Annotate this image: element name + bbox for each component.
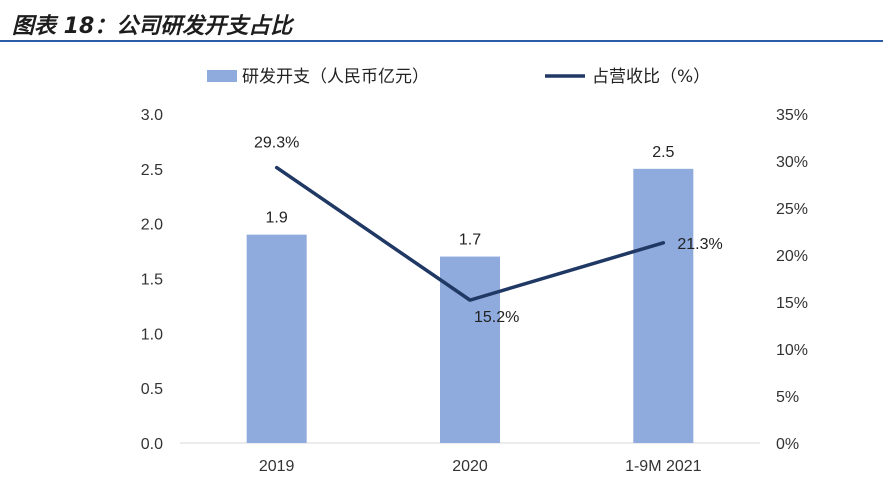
legend: 研发开支（人民币亿元） 占营收比（%）	[207, 67, 710, 87]
x-tick-label: 2019	[259, 458, 295, 475]
y-left-tick-label: 1.5	[141, 272, 163, 289]
y-right-tick-label: 10%	[776, 342, 808, 359]
bar-value-label: 2.5	[652, 144, 674, 161]
y-left-tick-label: 2.0	[141, 217, 163, 234]
bar-series	[246, 168, 694, 444]
chart-title: 图表 18：公司研发开支占比	[12, 14, 293, 39]
legend-swatch-bar	[207, 70, 237, 82]
y-right-tick-label: 25%	[776, 201, 808, 218]
line-path	[274, 165, 666, 302]
bar	[246, 234, 307, 443]
y-left-tick-label: 0.5	[141, 381, 163, 398]
bar-value-label: 1.7	[459, 232, 481, 249]
data-labels: 1.9 1.7 2.5 29.3% 15.2% 21.3%	[254, 135, 723, 327]
y-left-tick-label: 2.5	[141, 162, 163, 179]
y-right-tick-label: 35%	[776, 107, 808, 124]
line-value-label: 21.3%	[677, 236, 722, 253]
x-tick-label: 1-9M 2021	[625, 458, 702, 475]
line-value-label: 29.3%	[254, 135, 299, 152]
y-left-tick-label: 3.0	[141, 107, 163, 124]
title-bar: 图表 18：公司研发开支占比	[0, 0, 883, 42]
y-left-tick-label: 1.0	[141, 326, 163, 343]
x-tick-label: 2020	[452, 458, 488, 475]
y-right-tick-label: 30%	[776, 154, 808, 171]
y-right-tick-label: 20%	[776, 248, 808, 265]
y-right-tick-label: 5%	[776, 389, 799, 406]
y-right-tick-label: 15%	[776, 295, 808, 312]
line-series	[274, 165, 666, 302]
legend-label-line: 占营收比（%）	[592, 67, 710, 87]
y-left-tick-label: 0.0	[141, 436, 163, 453]
y-right-tick-label: 0%	[776, 436, 799, 453]
bar	[633, 168, 694, 444]
legend-label-bar: 研发开支（人民币亿元）	[242, 67, 429, 87]
line-value-label: 15.2%	[474, 309, 519, 326]
bar-value-label: 1.9	[266, 210, 288, 227]
